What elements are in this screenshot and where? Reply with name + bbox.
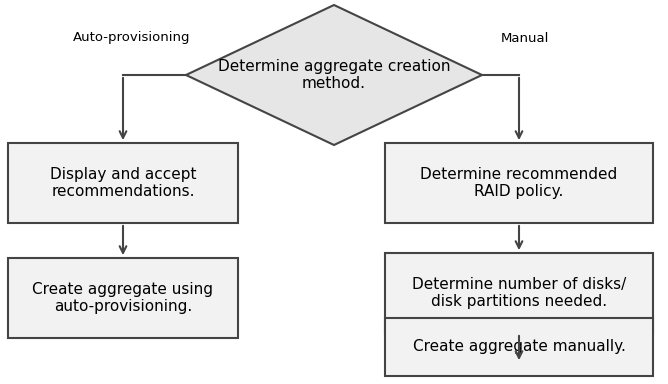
Text: Create aggregate using
auto-provisioning.: Create aggregate using auto-provisioning… (33, 282, 214, 314)
FancyBboxPatch shape (8, 258, 238, 338)
Polygon shape (186, 5, 482, 145)
FancyBboxPatch shape (385, 143, 653, 223)
Text: Display and accept
recommendations.: Display and accept recommendations. (49, 167, 196, 199)
Text: Determine recommended
RAID policy.: Determine recommended RAID policy. (420, 167, 618, 199)
FancyBboxPatch shape (385, 253, 653, 333)
FancyBboxPatch shape (8, 143, 238, 223)
Text: Determine number of disks/
disk partitions needed.: Determine number of disks/ disk partitio… (412, 277, 626, 309)
Text: Create aggregate manually.: Create aggregate manually. (413, 339, 625, 354)
Text: Auto-provisioning: Auto-provisioning (73, 31, 191, 45)
FancyBboxPatch shape (385, 318, 653, 376)
Text: Manual: Manual (501, 31, 549, 45)
Text: Determine aggregate creation
method.: Determine aggregate creation method. (218, 59, 450, 91)
